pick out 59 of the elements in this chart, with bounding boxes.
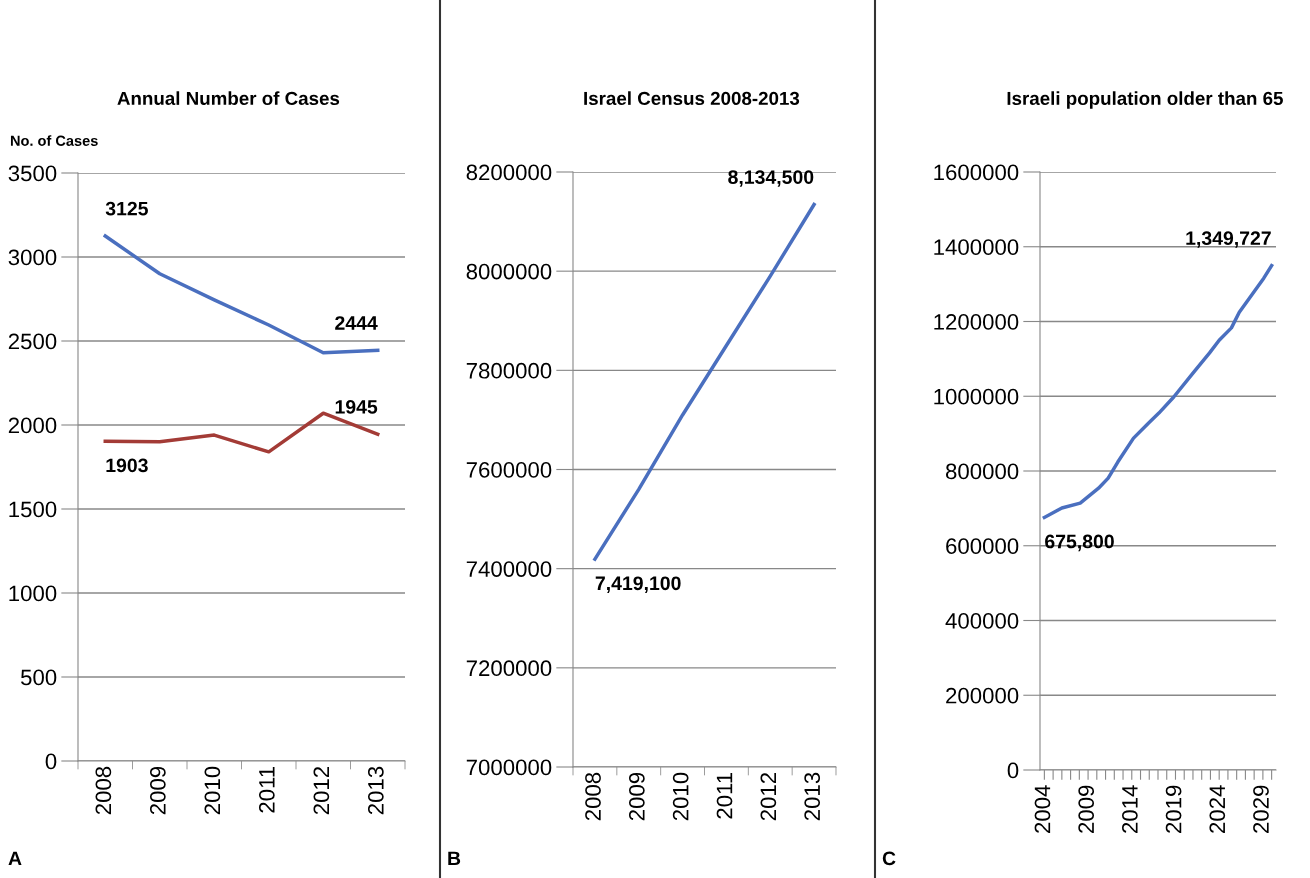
y-tick-label: 2000 <box>8 417 57 434</box>
x-tick-label: 2013 <box>367 766 384 815</box>
y-tick-label: 0 <box>1007 762 1019 779</box>
y-tick-label: 7800000 <box>466 362 552 379</box>
y-tick-label: 1400000 <box>934 239 1019 256</box>
data-label: 1945 <box>335 399 378 414</box>
y-tick-label: 8200000 <box>466 164 552 181</box>
y-tick-label: 1500 <box>9 501 57 518</box>
y-tick-label: 1000 <box>9 585 57 602</box>
x-tick-label: 2009 <box>149 766 166 815</box>
x-tick-label: 2013 <box>804 772 821 821</box>
y-tick-label: 1600000 <box>934 164 1019 181</box>
x-tick-label: 2004 <box>1034 785 1051 833</box>
y-tick-label: 600000 <box>946 538 1019 555</box>
x-tick-label: 2029 <box>1253 785 1269 833</box>
chart-title: Israeli population older than 65 <box>1007 91 1283 109</box>
text: A <box>8 851 22 866</box>
y-tick-label: 800000 <box>945 463 1019 480</box>
x-tick-label: 2024 <box>1209 785 1226 833</box>
y-tick-label: 1000000 <box>934 388 1019 405</box>
x-tick-label: 2012 <box>760 772 777 821</box>
y-tick-label: 7400000 <box>466 561 552 577</box>
x-tick-label: 2012 <box>313 766 330 815</box>
line-series <box>103 234 380 355</box>
y-tick-label: 3500 <box>8 165 57 182</box>
x-tick-label: 2009 <box>1078 785 1095 833</box>
x-tick-label: 2010 <box>672 772 689 821</box>
chart-title: Annual Number of Cases <box>117 91 340 106</box>
y-tick-label: 400000 <box>945 613 1019 629</box>
data-label: 3125 <box>105 201 148 216</box>
y-axis-title: No. of Cases <box>10 135 98 146</box>
text: B <box>448 851 461 866</box>
y-tick-label: 8000000 <box>466 263 552 280</box>
x-tick-label: 2011 <box>716 772 733 819</box>
chart-title: Israel Census 2008-2013 <box>584 91 800 106</box>
data-label: 2444 <box>335 316 378 330</box>
y-tick-label: 500 <box>20 669 57 686</box>
x-tick-label: 2008 <box>585 772 601 821</box>
y-tick-label: 7200000 <box>466 660 552 677</box>
x-tick-label: 2010 <box>204 766 221 815</box>
data-label: 675,800 <box>1045 534 1114 552</box>
y-tick-label: 7000000 <box>466 759 552 776</box>
y-tick-label: 200000 <box>946 687 1019 704</box>
data-label: 7,419,100 <box>595 576 681 593</box>
x-tick-label: 2014 <box>1122 785 1138 833</box>
data-label: 8,134,500 <box>728 170 814 187</box>
y-tick-label: 0 <box>45 753 57 770</box>
data-label: 1903 <box>106 458 148 473</box>
text: C <box>882 851 896 866</box>
y-tick-label: 1200000 <box>934 314 1019 330</box>
y-tick-label: 3000 <box>8 249 57 266</box>
y-tick-label: 2500 <box>8 333 57 350</box>
x-tick-label: 2009 <box>628 772 645 821</box>
x-tick-label: 2019 <box>1165 785 1182 833</box>
y-tick-label: 7600000 <box>466 462 552 478</box>
line-series <box>593 202 816 561</box>
data-label: 1,349,727 <box>1186 231 1271 248</box>
x-tick-label: 2008 <box>95 766 112 815</box>
x-tick-label: 2011 <box>258 766 275 813</box>
